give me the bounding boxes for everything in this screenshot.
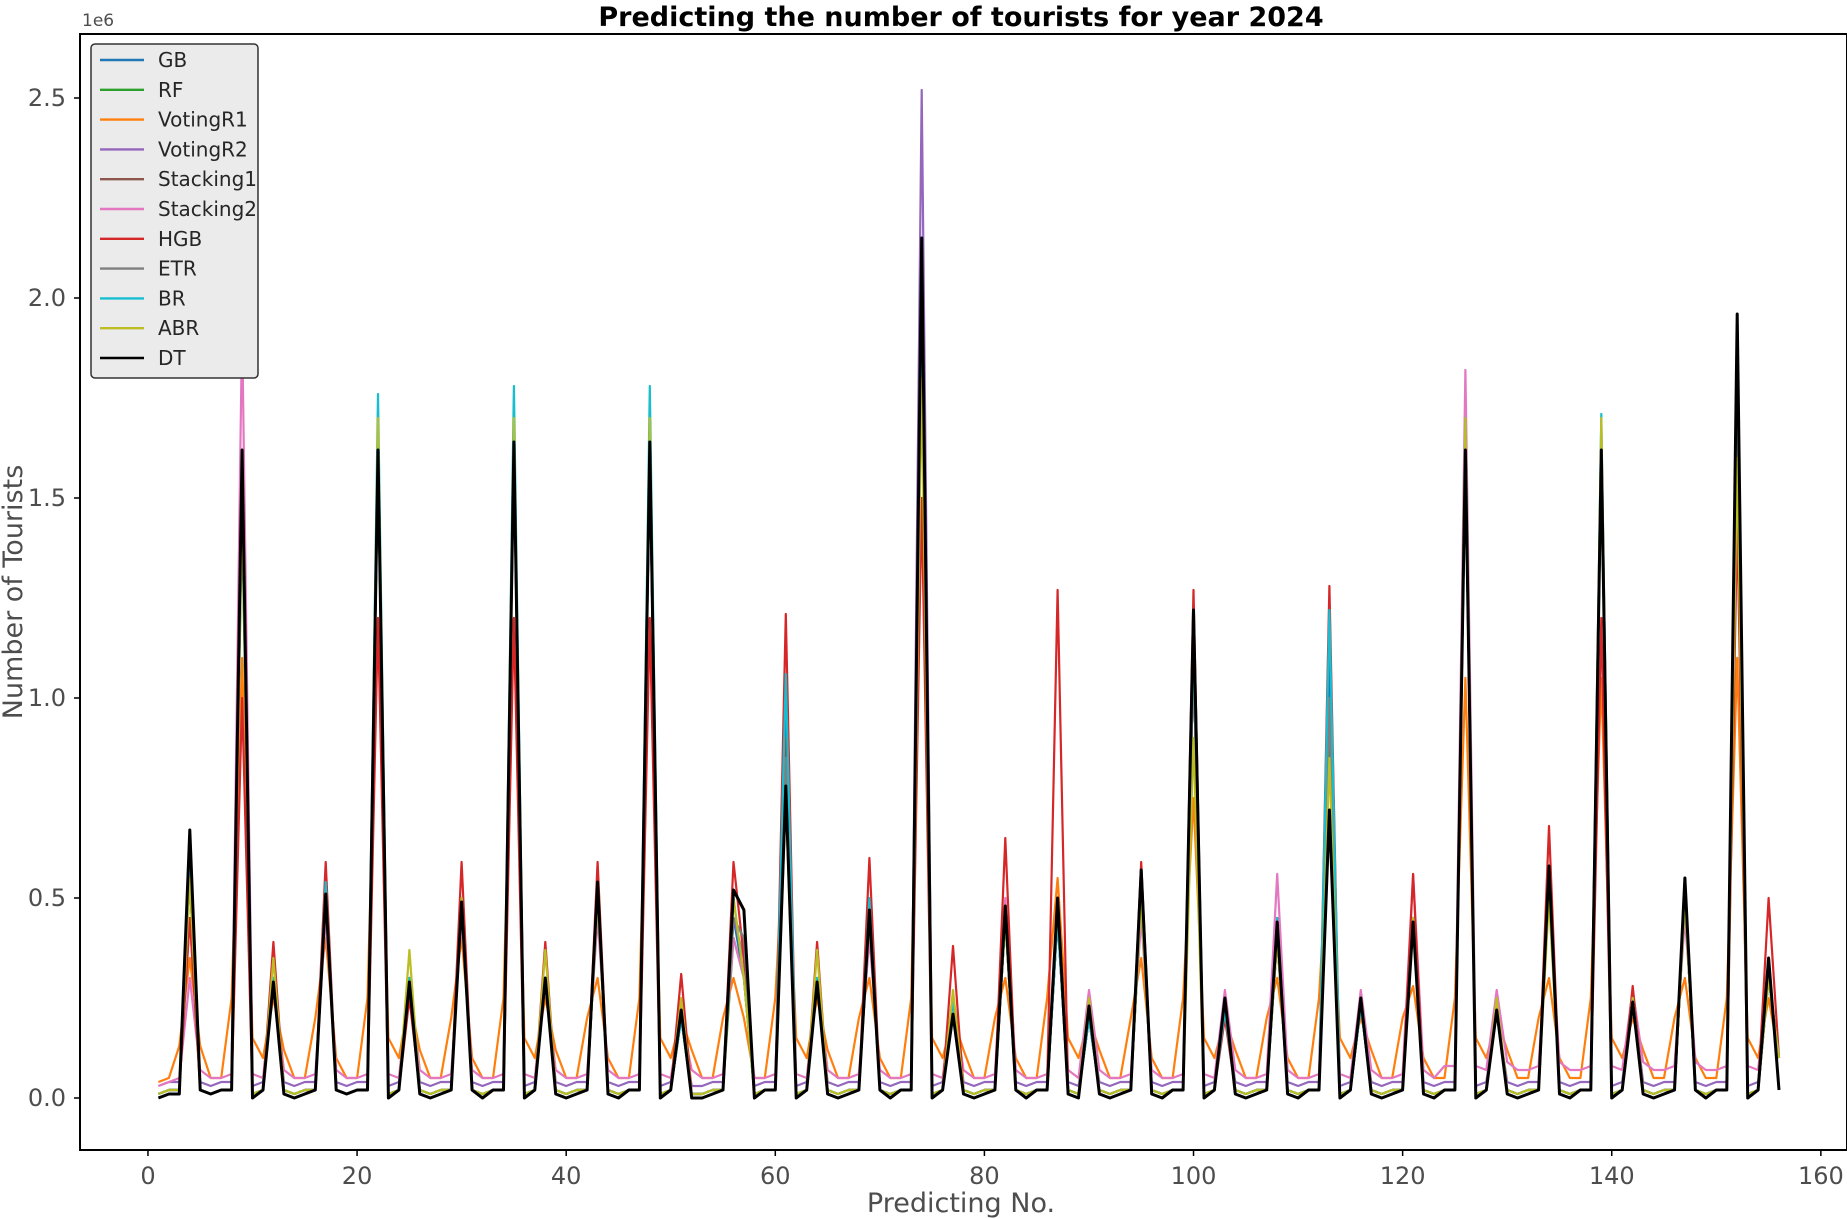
legend-label-gb: GB [158, 48, 187, 72]
x-tick-label: 40 [551, 1162, 582, 1190]
x-tick-label: 160 [1798, 1162, 1844, 1190]
legend-label-abr: ABR [158, 316, 199, 340]
y-axis-title: Number of Tourists [0, 465, 29, 720]
y-tick-label: 2.5 [28, 84, 66, 112]
x-axis: 0 20 40 60 80 100 120 140 160 [140, 1150, 1844, 1190]
plot-area-frame [79, 33, 1847, 1151]
legend-label-dt: DT [158, 346, 186, 370]
x-tick-label: 100 [1171, 1162, 1217, 1190]
x-tick-label: 140 [1589, 1162, 1635, 1190]
legend-items: GB RF VotingR1 VotingR2 Stacking1 Stacking2 HG… [100, 48, 257, 370]
y-tick-label: 2.0 [28, 284, 66, 312]
legend: GB RF VotingR1 VotingR2 Stacking1 Stacking2 HG… [90, 43, 259, 379]
series-line-abr [158, 376, 1781, 1096]
x-tick-label: 80 [969, 1162, 1000, 1190]
x-tick-label: 20 [342, 1162, 373, 1190]
legend-label-rf: RF [158, 78, 183, 102]
chart-title: Predicting the number of tourists for ye… [598, 2, 1323, 33]
series-line-votingr1 [158, 496, 1781, 1084]
x-tick-label: 0 [140, 1162, 155, 1190]
legend-box [90, 43, 259, 379]
x-tick-label: 60 [760, 1162, 791, 1190]
series-line-dt [157, 236, 1781, 1100]
x-tick-label: 120 [1380, 1162, 1426, 1190]
series-layer [157, 88, 1781, 1100]
series-line-stacking2 [158, 296, 1781, 1088]
x-axis-title: Predicting No. [867, 1188, 1055, 1219]
legend-label-votingr1: VotingR1 [158, 108, 248, 132]
y-tick-label: 0.0 [28, 1084, 66, 1112]
legend-label-etr: ETR [158, 257, 197, 281]
y-tick-label: 0.5 [28, 884, 66, 912]
y-tick-label: 1.5 [28, 484, 66, 512]
legend-label-stacking1: Stacking1 [158, 167, 257, 191]
legend-label-hgb: HGB [158, 227, 202, 251]
legend-label-votingr2: VotingR2 [158, 137, 248, 161]
legend-label-stacking2: Stacking2 [158, 197, 257, 221]
series-line-votingr2 [158, 88, 1781, 1088]
y-axis: 0.0 0.5 1.0 1.5 2.0 2.5 [28, 84, 80, 1112]
y-scale-label: 1e6 [82, 11, 114, 31]
legend-label-br: BR [158, 286, 186, 310]
y-tick-label: 1.0 [28, 684, 66, 712]
